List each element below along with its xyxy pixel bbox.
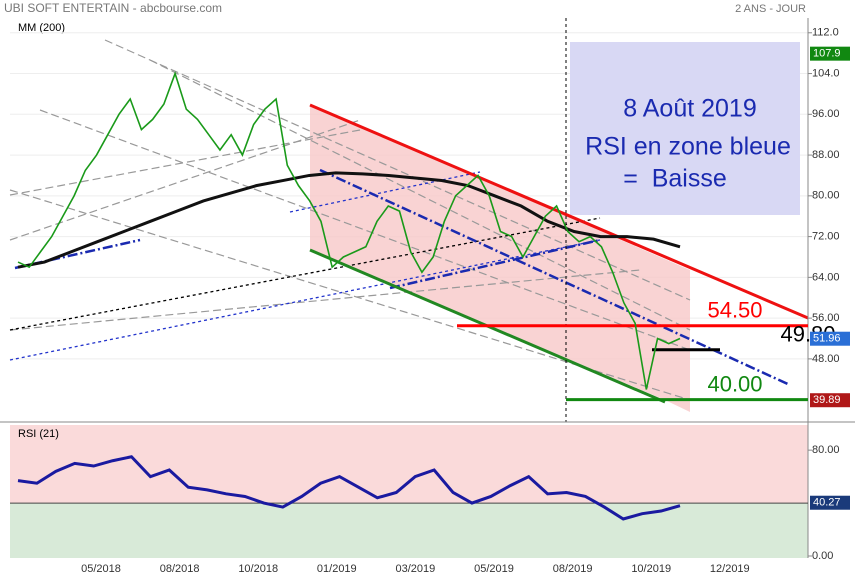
price-tag bbox=[810, 393, 850, 408]
x-tick-label: 10/2018 bbox=[238, 563, 278, 575]
y-tick-label: 72.00 bbox=[812, 231, 840, 243]
x-tick-label: 08/2018 bbox=[160, 563, 200, 575]
ma-label: MM (200) bbox=[18, 22, 65, 34]
y-tick-label: 88.00 bbox=[812, 149, 840, 161]
y-tick-label: 64.00 bbox=[812, 271, 840, 283]
y-tick-label: 96.00 bbox=[812, 108, 840, 120]
y-tick-label: 48.00 bbox=[812, 353, 840, 365]
rsi-label: RSI (21) bbox=[18, 428, 59, 440]
rsi-tick-label: 0.00 bbox=[812, 550, 833, 562]
blue-zone bbox=[570, 42, 800, 215]
price-tag-label: 39.89 bbox=[813, 394, 841, 406]
x-tick-label: 05/2018 bbox=[81, 563, 121, 575]
blue-lines bbox=[9, 171, 601, 361]
x-tick-label: 08/2019 bbox=[553, 563, 593, 575]
annotation: = Baisse bbox=[623, 165, 727, 193]
y-tick-label: 104.0 bbox=[812, 67, 840, 79]
x-tick-label: 10/2019 bbox=[631, 563, 671, 575]
price-tag-label: 107.9 bbox=[813, 48, 841, 60]
x-tick-label: 01/2019 bbox=[317, 563, 357, 575]
y-tick-label: 80.00 bbox=[812, 190, 840, 202]
annotation: RSI en zone bleue bbox=[585, 133, 791, 161]
price-line bbox=[17, 71, 681, 390]
moving-average bbox=[17, 171, 681, 269]
rsi-tag bbox=[810, 495, 850, 510]
y-tick-label: 112.0 bbox=[812, 27, 839, 39]
level-label: 54.50 bbox=[707, 298, 762, 323]
rsi-zone-low bbox=[10, 503, 808, 558]
price-tag bbox=[810, 46, 850, 61]
rsi-line bbox=[17, 455, 681, 521]
black-dotted bbox=[9, 217, 601, 331]
rsi-tick-label: 80.00 bbox=[812, 444, 840, 456]
chart-title: UBI SOFT ENTERTAIN - abcbourse.com bbox=[4, 1, 222, 15]
x-tick-label: 05/2019 bbox=[474, 563, 514, 575]
annotation: 8 Août 2019 bbox=[623, 95, 756, 123]
rsi-zone-high bbox=[10, 425, 808, 504]
rsi-tag-label: 40.27 bbox=[813, 497, 841, 509]
x-tick-label: 12/2019 bbox=[710, 563, 750, 575]
channel-zone bbox=[310, 105, 690, 412]
price-tag-label: 51.96 bbox=[813, 333, 841, 345]
x-tick-label: 03/2019 bbox=[396, 563, 436, 575]
subtitle: 2 ANS - JOUR bbox=[735, 3, 806, 15]
y-tick-label: 56.00 bbox=[812, 312, 840, 324]
price-tag bbox=[810, 331, 850, 346]
level-label: 40.00 bbox=[707, 371, 762, 396]
